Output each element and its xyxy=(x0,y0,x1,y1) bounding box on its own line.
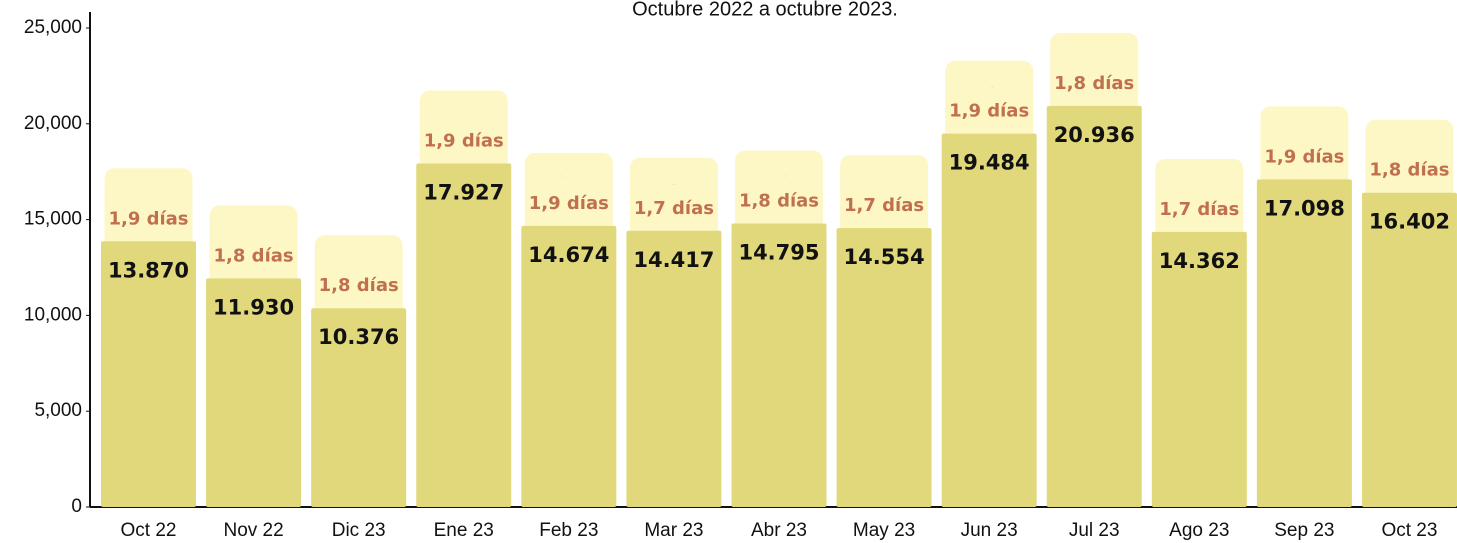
value-label: 13.870 xyxy=(108,258,189,282)
x-tick-label: Jul 23 xyxy=(1069,520,1120,541)
y-tick-label: 0 xyxy=(71,496,82,517)
value-label: 19.484 xyxy=(949,151,1030,175)
annotation-box xyxy=(419,90,508,173)
annotation-box xyxy=(209,205,298,288)
value-label: 14.554 xyxy=(844,245,925,269)
annotation-box xyxy=(314,235,403,318)
value-label: 17.927 xyxy=(423,181,504,205)
value-label: 14.674 xyxy=(528,243,609,267)
bar xyxy=(626,230,722,508)
annotation-box xyxy=(629,157,718,240)
y-tick-label: 25,000 xyxy=(24,17,82,38)
x-tick-label: Sep 23 xyxy=(1274,520,1334,541)
annotation-box xyxy=(1260,106,1349,189)
y-tick-label: 20,000 xyxy=(24,113,82,134)
bar xyxy=(101,241,196,507)
value-label: 14.362 xyxy=(1159,249,1240,273)
x-tick-label: Ago 23 xyxy=(1169,520,1229,541)
x-tick-label: May 23 xyxy=(853,520,915,541)
x-tick-label: Feb 23 xyxy=(539,520,598,541)
x-tick-label: Oct 23 xyxy=(1381,520,1437,541)
bar xyxy=(416,163,512,507)
x-tick-label: Ene 23 xyxy=(434,520,494,541)
bar xyxy=(731,223,827,507)
annotation: 1,9 días xyxy=(1264,146,1344,167)
value-label: 17.098 xyxy=(1264,196,1345,220)
annotation: 1,7 días xyxy=(844,195,924,216)
annotation: 1,8 días xyxy=(739,191,819,212)
x-tick-label: Dic 23 xyxy=(332,520,386,541)
x-tick-label: Mar 23 xyxy=(644,520,703,541)
annotation-box xyxy=(1155,158,1244,241)
annotation: 1,9 días xyxy=(108,208,188,229)
chart-title: Octubre 2022 a octubre 2023. xyxy=(632,0,898,20)
x-tick-label: Oct 22 xyxy=(121,520,177,541)
x-tick-label: Nov 22 xyxy=(223,520,283,541)
annotation: 1,7 días xyxy=(1159,199,1239,220)
annotation: 1,8 días xyxy=(319,275,399,296)
annotation-box xyxy=(734,150,823,233)
annotation: 1,8 días xyxy=(1369,160,1449,181)
annotation-box xyxy=(1050,32,1139,115)
bar xyxy=(1046,105,1142,507)
y-tick-label: 15,000 xyxy=(24,209,82,230)
annotation: 1,9 días xyxy=(949,101,1029,122)
bar xyxy=(1151,231,1247,507)
annotation-box xyxy=(840,155,929,238)
annotation-box xyxy=(1365,119,1454,202)
x-tick-label: Jun 23 xyxy=(961,520,1018,541)
bar xyxy=(1361,192,1457,508)
annotation-box xyxy=(945,60,1034,143)
bar xyxy=(836,228,932,507)
bar xyxy=(941,133,1037,507)
annotation-box xyxy=(524,152,613,235)
annotation: 1,8 días xyxy=(214,245,294,266)
value-label: 16.402 xyxy=(1369,210,1450,234)
y-tick-label: 5,000 xyxy=(34,400,82,421)
value-label: 20.936 xyxy=(1054,123,1135,147)
annotation: 1,9 días xyxy=(424,131,504,152)
annotation-box xyxy=(104,168,193,251)
annotation: 1,7 días xyxy=(634,198,714,219)
bar xyxy=(311,308,407,507)
annotation: 1,8 días xyxy=(1054,73,1134,94)
x-tick-label: Abr 23 xyxy=(751,520,807,541)
value-label: 11.930 xyxy=(213,295,294,319)
y-tick-label: 10,000 xyxy=(24,304,82,325)
value-label: 14.795 xyxy=(738,241,819,265)
annotation: 1,9 días xyxy=(529,193,609,214)
value-label: 14.417 xyxy=(633,248,714,272)
bar xyxy=(206,278,302,507)
value-label: 10.376 xyxy=(318,325,399,349)
bar xyxy=(1256,179,1352,507)
bar xyxy=(521,225,617,507)
